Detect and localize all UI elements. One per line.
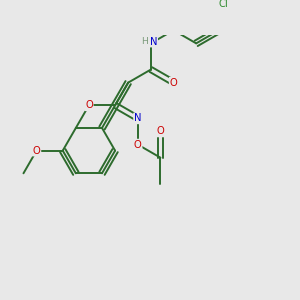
Text: O: O — [85, 100, 93, 110]
Text: O: O — [170, 78, 177, 88]
Text: O: O — [134, 140, 142, 150]
Text: N: N — [134, 113, 142, 123]
Text: H: H — [141, 37, 148, 46]
Text: O: O — [33, 146, 41, 156]
Text: O: O — [157, 127, 164, 136]
Text: Cl: Cl — [218, 0, 228, 9]
Text: N: N — [150, 37, 157, 46]
